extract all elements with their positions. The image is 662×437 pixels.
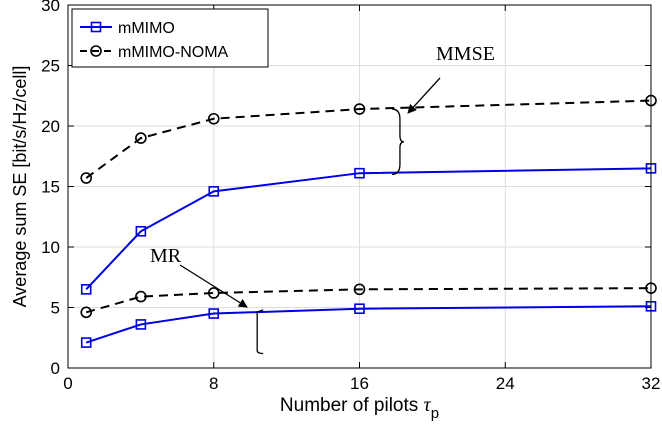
y-tick-label: 0	[51, 359, 60, 378]
x-tick-label: 8	[209, 374, 218, 393]
y-tick-label: 30	[41, 0, 60, 15]
data-point	[208, 186, 220, 197]
series-line	[85, 99, 652, 179]
series-layer	[80, 94, 657, 348]
mmse-arrow	[407, 77, 441, 114]
legend-marker	[90, 21, 102, 33]
y-tick-label: 20	[41, 117, 60, 136]
x-tick-label: 16	[350, 374, 369, 393]
data-point	[353, 103, 366, 115]
x-axis-label: Number of pilots τp	[280, 394, 439, 422]
data-point	[354, 167, 365, 179]
data-point	[207, 112, 220, 125]
series-line	[85, 167, 652, 291]
legend-label: mMIMO-NOMA	[118, 44, 229, 61]
series-line	[85, 287, 652, 314]
y-tick-label: 10	[41, 238, 60, 257]
series-mr-mmimo	[80, 300, 657, 348]
data-point	[135, 132, 147, 144]
mr-arrow	[179, 264, 248, 308]
data-point	[80, 306, 93, 319]
legend-label: mMIMO	[118, 20, 175, 37]
data-point	[353, 283, 366, 296]
mmse-bracket	[391, 108, 404, 176]
mr-bracket	[256, 309, 264, 355]
data-point	[135, 290, 147, 303]
tick-layer: 0 8 16 24 32 0 5 10 15 20 25 30	[41, 0, 660, 393]
series-line	[85, 305, 652, 344]
x-tick-label: 0	[63, 374, 72, 393]
data-point	[80, 284, 92, 295]
data-point	[135, 225, 147, 237]
y-tick-label: 5	[51, 299, 60, 318]
mr-label: MR	[150, 245, 182, 267]
legend-marker	[90, 45, 102, 57]
series-mr-mmimo-noma	[80, 282, 657, 319]
data-point	[80, 172, 93, 184]
annotation-layer: MMSE MR	[150, 43, 495, 355]
data-point	[354, 303, 365, 315]
mmse-label: MMSE	[436, 43, 495, 65]
x-tick-label: 32	[642, 374, 661, 393]
data-point	[135, 319, 147, 330]
legend-box	[71, 8, 269, 68]
legend: mMIMO mMIMO-NOMA	[71, 8, 269, 68]
data-point	[208, 308, 220, 319]
y-axis-label: Average sum SE [bit/s/Hz/cell]	[10, 66, 30, 308]
y-tick-label: 25	[41, 57, 60, 76]
data-point	[207, 287, 220, 299]
grid	[68, 5, 651, 368]
x-tick-label: 24	[496, 374, 515, 393]
series-mmse-mmimo	[80, 163, 657, 295]
data-point	[80, 337, 92, 348]
y-tick-label: 15	[41, 178, 60, 197]
